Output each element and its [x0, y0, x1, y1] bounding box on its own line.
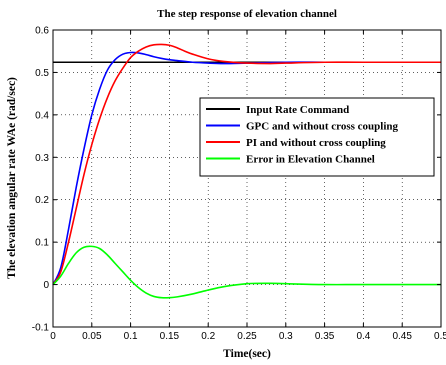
series-layer: [52, 43, 441, 299]
x-tick-label: 0: [50, 331, 56, 342]
legend: Input Rate Command GPC and without cross …: [199, 97, 435, 177]
x-tick-label: 0.25: [237, 331, 257, 342]
x-tick-label: 0.45: [392, 331, 412, 342]
y-tick-label: 0.2: [35, 195, 49, 206]
y-tick-label: 0.6: [35, 26, 49, 37]
y-tick-label: -0.1: [32, 323, 50, 334]
legend-label-input-rate-command: Input Rate Command: [246, 104, 349, 116]
y-tick-label: 0.3: [35, 153, 49, 164]
x-tick-label: 0.4: [356, 331, 370, 342]
series-line-error-in-elevation-channel: [52, 245, 441, 299]
legend-label-pi-and-without-cross-coupling: PI and without cross coupling: [246, 137, 386, 149]
y-tick-label: 0: [43, 280, 49, 291]
legend-box: [199, 97, 435, 177]
chart-title: The step response of elevation channel: [157, 8, 337, 20]
tick-layer: 0 0.05 0.1 0.15 0.2 0.25 0.3 0.35 0.4 0.45 0.5 -0.1…: [32, 26, 446, 343]
grid-layer: [53, 30, 441, 327]
y-tick-label: 0.5: [35, 68, 49, 79]
series-line-pi-and-without-cross-coupling: [52, 43, 441, 286]
y-tick-label: 0.1: [35, 238, 49, 249]
y-tick-label: 0.4: [35, 110, 49, 121]
plot-area: 0 0.05 0.1 0.15 0.2 0.25 0.3 0.35 0.4 0.45 0.5 -0.1…: [32, 26, 446, 343]
x-tick-label: 0.35: [315, 331, 335, 342]
x-tick-label: 0.05: [82, 331, 102, 342]
x-tick-label: 0.15: [160, 331, 180, 342]
y-axis-label: The elevation angular rate WAe (rad/sec): [6, 77, 18, 279]
x-axis-label: Time(sec): [223, 348, 271, 360]
x-tick-label: 0.5: [434, 331, 446, 342]
x-tick-label: 0.2: [201, 331, 215, 342]
x-tick-label: 0.1: [124, 331, 138, 342]
x-tick-label: 0.3: [279, 331, 293, 342]
legend-label-error-in-elevation-channel: Error in Elevation Channel: [246, 154, 375, 166]
legend-label-gpc-and-without-cross-coupling: GPC and without cross coupling: [246, 121, 398, 133]
